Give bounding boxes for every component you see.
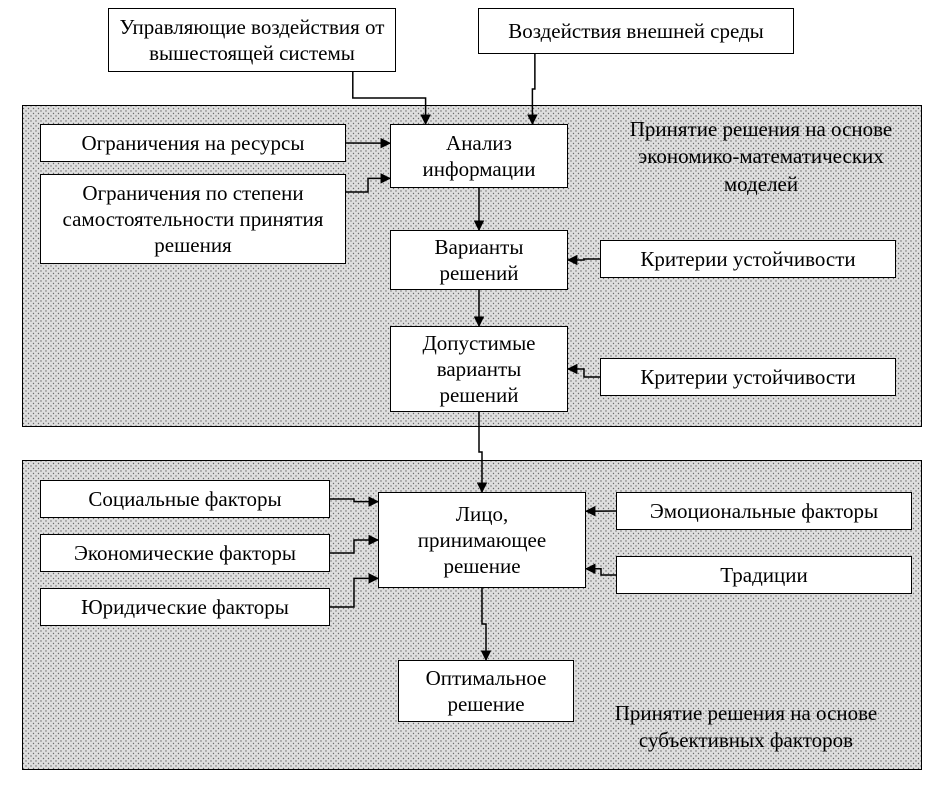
node-stability-criteria-1: Критерии устойчивости — [600, 240, 896, 278]
node-label: Воздействия внешней среды — [508, 18, 764, 44]
panel-label-text: Принятие решения на основе экономико-мат… — [630, 117, 893, 196]
node-feasible-variants: Допустимые варианты решений — [390, 326, 568, 412]
node-label: Варианты решений — [401, 234, 557, 287]
node-label: Управляющие воздействия от вышестоящей с… — [119, 14, 385, 67]
node-decision-maker: Лицо, принимающее решение — [378, 492, 586, 588]
node-economic-factors: Экономические факторы — [40, 534, 330, 572]
panel-label-text: Принятие решения на основе субъективных … — [615, 701, 878, 752]
node-stability-criteria-2: Критерии устойчивости — [600, 358, 896, 396]
node-emotional-factors: Эмоциональные факторы — [616, 492, 912, 530]
node-label: Экономические факторы — [74, 540, 296, 566]
node-information-analysis: Анализ информации — [390, 124, 568, 188]
node-label: Критерии устойчивости — [640, 246, 855, 272]
node-label: Эмоциональные факторы — [650, 498, 878, 524]
node-label: Юридические факторы — [81, 594, 289, 620]
node-label: Оптимальное решение — [409, 665, 563, 718]
node-label: Допустимые варианты решений — [401, 330, 557, 409]
node-external-environment: Воздействия внешней среды — [478, 8, 794, 54]
node-legal-factors: Юридические факторы — [40, 588, 330, 626]
node-optimal-decision: Оптимальное решение — [398, 660, 574, 722]
node-label: Анализ информации — [401, 130, 557, 183]
node-label: Ограничения по степени самостоятельности… — [51, 180, 335, 259]
node-resource-limits: Ограничения на ресурсы — [40, 124, 346, 162]
flowchart-stage: Управляющие воздействия от вышестоящей с… — [0, 0, 944, 786]
node-label: Традиции — [720, 562, 808, 588]
node-autonomy-limits: Ограничения по степени самостоятельности… — [40, 174, 346, 264]
node-traditions: Традиции — [616, 556, 912, 594]
node-label: Социальные факторы — [88, 486, 281, 512]
node-social-factors: Социальные факторы — [40, 480, 330, 518]
node-label: Лицо, принимающее решение — [389, 501, 575, 580]
node-label: Ограничения на ресурсы — [82, 130, 305, 156]
node-control-actions: Управляющие воздействия от вышестоящей с… — [108, 8, 396, 72]
panel-lower-label: Принятие решения на основе субъективных … — [580, 700, 912, 760]
panel-upper-label: Принятие решения на основе экономико-мат… — [610, 116, 912, 196]
node-decision-variants: Варианты решений — [390, 230, 568, 290]
node-label: Критерии устойчивости — [640, 364, 855, 390]
